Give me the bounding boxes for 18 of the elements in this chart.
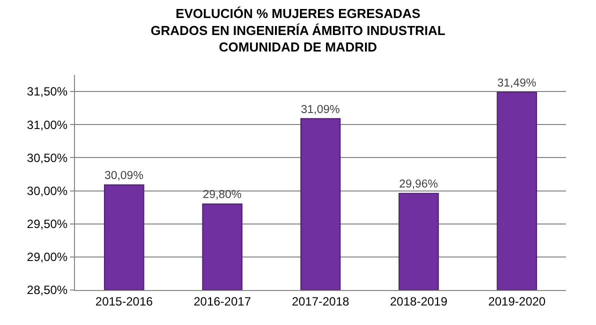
chart-title: EVOLUCIÓN % MUJERES EGRESADAS GRADOS EN INGENIERÍA ÁMBITO INDUSTRIAL COMUNIDAD DE MADRID [150, 6, 446, 55]
data-label: 30,09% [104, 170, 144, 182]
x-tick-label: 2018-2019 [390, 294, 448, 308]
data-label: 29,80% [202, 189, 242, 202]
y-tick-label: 28,50% [26, 283, 68, 298]
data-label: 29,96% [399, 178, 438, 191]
y-tick-label: 29,00% [26, 250, 68, 264]
x-tick-label: 2016-2017 [194, 294, 252, 308]
data-label: 31,09% [300, 104, 340, 116]
x-tick-label: 2019-2020 [488, 294, 546, 308]
y-tick-label: 30,00% [26, 184, 68, 198]
data-label: 31,49% [497, 77, 536, 90]
x-tick-label: 2017-2018 [292, 294, 350, 308]
y-tick-label: 29,50% [26, 217, 68, 232]
y-tick-label: 30,50% [26, 150, 68, 165]
x-tick-label: 2015-2016 [95, 294, 154, 308]
y-tick-label: 31,00% [26, 118, 68, 132]
y-tick-label: 31,50% [26, 84, 68, 99]
